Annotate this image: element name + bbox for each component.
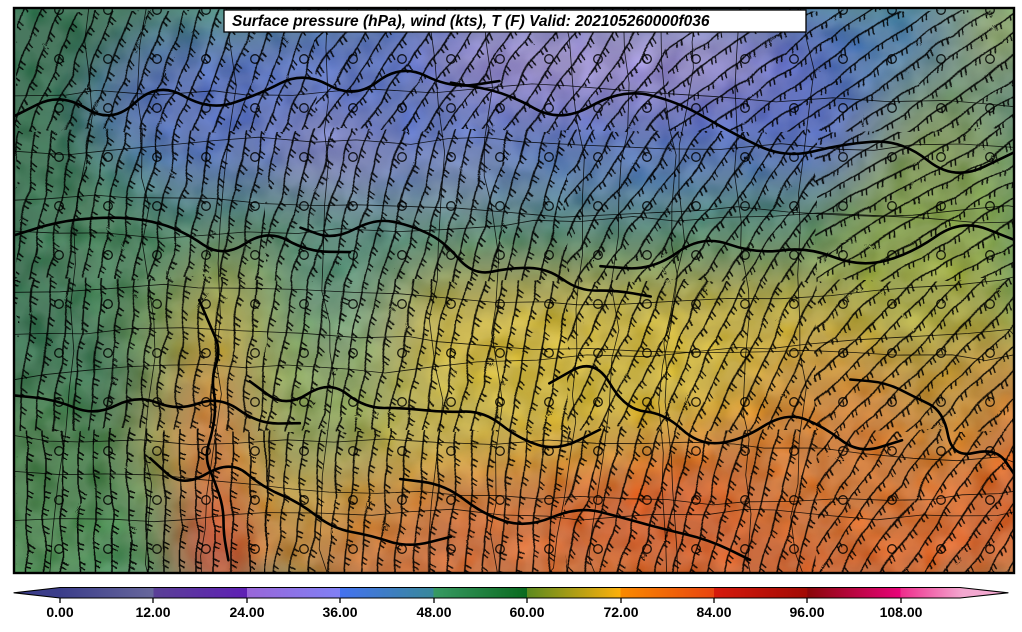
svg-text:84.00: 84.00: [696, 604, 731, 620]
svg-text:36.00: 36.00: [322, 604, 357, 620]
svg-text:72.00: 72.00: [603, 604, 638, 620]
svg-text:96.00: 96.00: [789, 604, 824, 620]
svg-text:0.00: 0.00: [46, 604, 73, 620]
svg-text:24.00: 24.00: [229, 604, 264, 620]
svg-text:Surface pressure (hPa), wind (: Surface pressure (hPa), wind (kts), T (F…: [232, 13, 710, 30]
svg-text:60.00: 60.00: [509, 604, 544, 620]
svg-text:12.00: 12.00: [135, 604, 170, 620]
svg-text:108.00: 108.00: [880, 604, 923, 620]
svg-text:48.00: 48.00: [416, 604, 451, 620]
